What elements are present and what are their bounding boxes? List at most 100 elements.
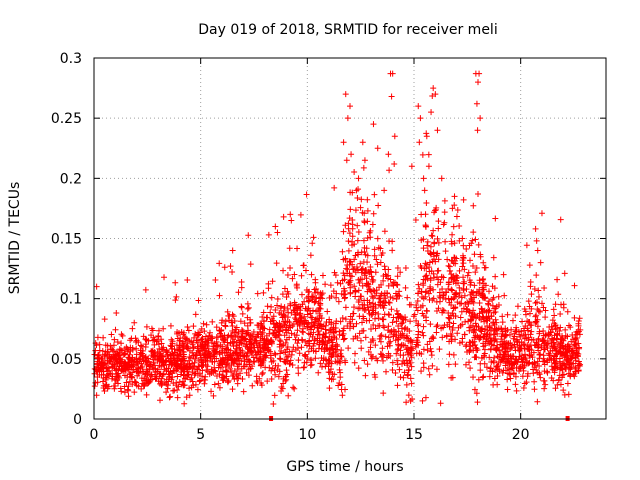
data-point [138,360,145,367]
data-point [91,351,98,358]
data-point [377,338,384,345]
data-point [264,378,271,385]
data-point [239,375,246,382]
data-point [375,295,382,302]
data-point [333,318,340,325]
data-point [118,388,125,395]
data-point [355,228,362,235]
data-point [337,359,344,366]
data-point [429,334,436,341]
data-point [564,380,571,387]
data-point [232,358,239,365]
data-point [308,271,315,278]
data-point [199,335,206,342]
data-point [465,269,472,276]
data-point [551,344,558,351]
data-point [508,326,515,333]
data-point [254,290,261,297]
data-point [439,306,446,313]
x-tick-label: 0 [90,427,99,443]
data-point-outlier [451,193,458,200]
data-point [339,392,346,399]
data-point [298,272,305,279]
data-point [419,397,426,404]
data-point [536,351,543,358]
data-point [351,256,358,263]
data-point [473,345,480,352]
data-point [301,320,308,327]
data-point [99,347,106,354]
data-point [117,385,124,392]
data-point [551,332,558,339]
data-point [272,334,279,341]
data-point [257,362,264,369]
data-point [247,316,254,323]
data-point-outlier [359,139,366,146]
data-point [355,365,362,372]
data-point [428,232,435,239]
data-point [178,356,185,363]
data-point [366,310,373,317]
data-point [108,346,115,353]
data-point [533,272,540,279]
data-point [209,318,216,325]
data-point [459,257,466,264]
data-point [124,359,131,366]
data-point [260,345,267,352]
data-point [403,381,410,388]
data-point [385,311,392,318]
data-point [413,337,420,344]
data-point [474,399,481,406]
data-point [395,345,402,352]
data-point [155,333,162,340]
data-point-outlier [425,163,432,170]
data-point [326,357,333,364]
data-point [519,361,526,368]
data-point [209,358,216,365]
data-point [229,356,236,363]
data-point [229,311,236,318]
data-point [400,352,407,359]
data-point [101,316,108,323]
data-point [307,252,314,259]
x-ticks: 0 5 10 15 20 [90,58,530,443]
data-point [180,372,187,379]
data-point [252,334,259,341]
data-point [388,306,395,313]
data-point [347,320,354,327]
data-point [260,317,267,324]
data-point [287,300,294,307]
data-point [137,342,144,349]
data-point [125,387,132,394]
data-point [155,327,162,334]
data-point [330,350,337,357]
data-point [249,352,256,359]
data-point [362,334,369,341]
data-point [384,343,391,350]
data-point [318,315,325,322]
data-point [305,298,312,305]
data-point [499,319,506,326]
data-point [103,381,110,388]
data-point [470,294,477,301]
data-point [100,385,107,392]
data-point [363,280,370,287]
data-point [506,331,513,338]
data-point [491,375,498,382]
data-point [525,298,532,305]
data-point [559,342,566,349]
data-point [121,383,128,390]
data-point [490,359,497,366]
data-point [121,351,128,358]
data-point [192,330,199,337]
data-point [291,271,298,278]
data-point [263,314,270,321]
data-point [122,365,129,372]
data-point [247,319,254,326]
data-point [238,304,245,311]
data-point [467,324,474,331]
data-point [460,260,467,267]
data-point-outlier [347,103,353,110]
data-point [522,311,529,318]
data-point [533,318,540,325]
